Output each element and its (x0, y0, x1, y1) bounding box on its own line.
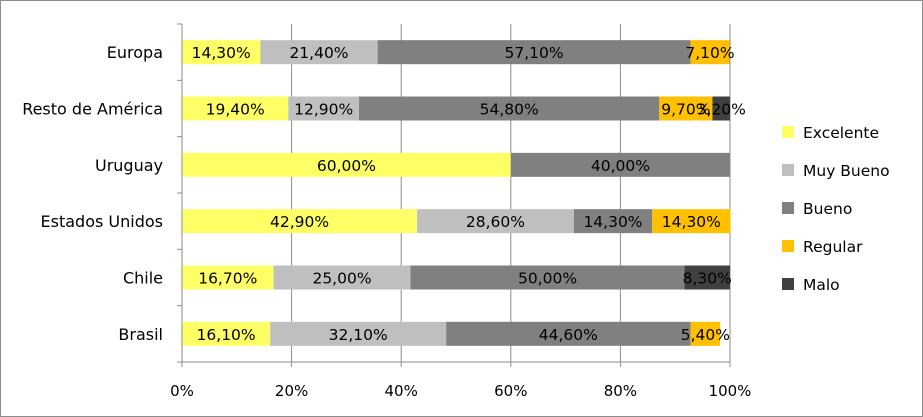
legend-swatch (782, 202, 794, 214)
data-label: 12,90% (294, 101, 353, 119)
bar-segment (270, 321, 447, 346)
bar-segment (182, 321, 271, 346)
x-tick-label: 0% (170, 382, 194, 400)
bar-segment (182, 40, 261, 65)
y-category-label: Europa (107, 43, 163, 62)
data-label: 14,30% (583, 213, 642, 231)
data-labels: 14,30% 21,40% 57,10% 7,10% 19,40% 12,90% 54,80… (192, 44, 746, 344)
bar-segment (182, 96, 289, 121)
data-label: 14,30% (192, 44, 251, 62)
bar-segment (273, 265, 411, 290)
legend-swatch (782, 164, 794, 176)
bar-segment (690, 321, 721, 346)
bar-segment (684, 265, 730, 290)
data-label: 9,70% (661, 101, 710, 119)
legend-swatch (782, 240, 794, 252)
legend-swatch (782, 126, 794, 138)
data-label: 16,10% (197, 326, 256, 344)
data-label: 32,10% (329, 326, 388, 344)
bar-segment (359, 96, 660, 121)
bar-segment (288, 96, 360, 121)
data-label: 19,40% (206, 101, 265, 119)
data-label: 42,90% (270, 213, 329, 231)
x-tick-label: 20% (275, 382, 308, 400)
bar-segment (182, 209, 418, 234)
x-tick-label: 60% (494, 382, 527, 400)
bars (182, 40, 731, 346)
y-category-label: Estados Unidos (41, 212, 163, 231)
data-label: 21,40% (289, 44, 348, 62)
legend-label: Bueno (803, 200, 852, 218)
data-label: 3,20% (697, 101, 746, 119)
legend-swatch (782, 278, 794, 290)
y-category-label: Chile (123, 269, 163, 288)
bar-segment (446, 321, 691, 346)
data-label: 5,40% (681, 326, 730, 344)
bar-segment (182, 265, 274, 290)
bar-segment (659, 96, 713, 121)
bar-segment (652, 209, 731, 234)
data-label: 7,10% (685, 44, 734, 62)
data-label: 14,30% (662, 213, 721, 231)
x-tick-label: 40% (385, 382, 418, 400)
bar-segment (712, 96, 730, 121)
data-label: 44,60% (539, 326, 598, 344)
x-tick-label: 80% (604, 382, 637, 400)
bar-segment (260, 40, 378, 65)
legend-label: Muy Bueno (803, 162, 890, 180)
y-category-label: Resto de América (22, 100, 163, 119)
data-label: 8,30% (683, 270, 732, 288)
data-label: 25,00% (312, 270, 371, 288)
y-category-label: Uruguay (95, 156, 163, 175)
axes: 0% 20% 40% 60% 80% 100% Europa Resto de América… (22, 23, 752, 400)
legend-label: Regular (803, 238, 863, 256)
bar-segment (510, 152, 730, 177)
bar-segment (377, 40, 691, 65)
bar-segment (182, 152, 511, 177)
gridlines (291, 24, 731, 362)
y-category-label: Brasil (118, 325, 163, 344)
data-label: 57,10% (505, 44, 564, 62)
bar-segment (417, 209, 574, 234)
data-label: 54,80% (480, 101, 539, 119)
x-tick-label: 100% (709, 382, 752, 400)
legend-label: Excelente (803, 124, 879, 142)
data-label: 16,70% (198, 270, 257, 288)
data-label: 40,00% (591, 157, 650, 175)
legend: Excelente Muy Bueno Bueno Regular Malo (782, 124, 890, 294)
legend-label: Malo (803, 276, 840, 294)
data-label: 60,00% (317, 157, 376, 175)
bar-segment (690, 40, 730, 65)
data-label: 28,60% (466, 213, 525, 231)
bar-segment (410, 265, 685, 290)
bar-segment (573, 209, 653, 234)
data-label: 50,00% (518, 270, 577, 288)
